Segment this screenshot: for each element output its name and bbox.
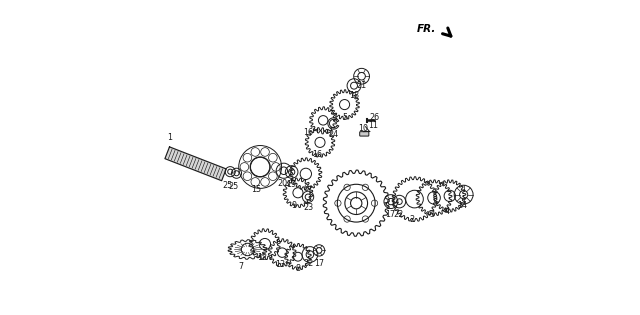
Text: 22: 22 [393, 210, 403, 219]
Text: 24: 24 [328, 130, 339, 139]
Text: 15: 15 [252, 185, 261, 194]
Text: 16: 16 [303, 129, 313, 137]
Text: 13: 13 [275, 260, 285, 269]
Text: 16: 16 [312, 151, 322, 159]
Text: 17: 17 [314, 259, 324, 267]
Text: 8: 8 [296, 264, 300, 273]
Text: 18: 18 [349, 91, 359, 100]
Text: 12: 12 [257, 253, 267, 262]
Text: 17: 17 [385, 210, 395, 219]
Text: 2: 2 [410, 215, 415, 224]
Text: 5: 5 [342, 113, 348, 122]
Text: 9: 9 [292, 201, 297, 210]
Text: 22: 22 [304, 260, 314, 268]
Text: 1: 1 [167, 134, 172, 142]
Text: 26: 26 [369, 113, 380, 122]
Text: 25: 25 [228, 182, 239, 191]
Text: 6: 6 [303, 184, 308, 193]
Text: 21: 21 [356, 81, 367, 90]
Polygon shape [165, 147, 226, 181]
FancyBboxPatch shape [360, 132, 369, 136]
Text: 20: 20 [278, 179, 288, 188]
Text: 3: 3 [429, 210, 435, 219]
Text: 19: 19 [286, 180, 296, 189]
Text: 4: 4 [445, 207, 450, 216]
Text: 7: 7 [238, 262, 243, 271]
Text: 14: 14 [457, 201, 467, 210]
Text: 23: 23 [303, 203, 313, 212]
Text: 10: 10 [358, 124, 369, 133]
Text: 25: 25 [222, 181, 232, 190]
Text: FR.: FR. [417, 24, 436, 34]
Text: 11: 11 [369, 121, 378, 130]
